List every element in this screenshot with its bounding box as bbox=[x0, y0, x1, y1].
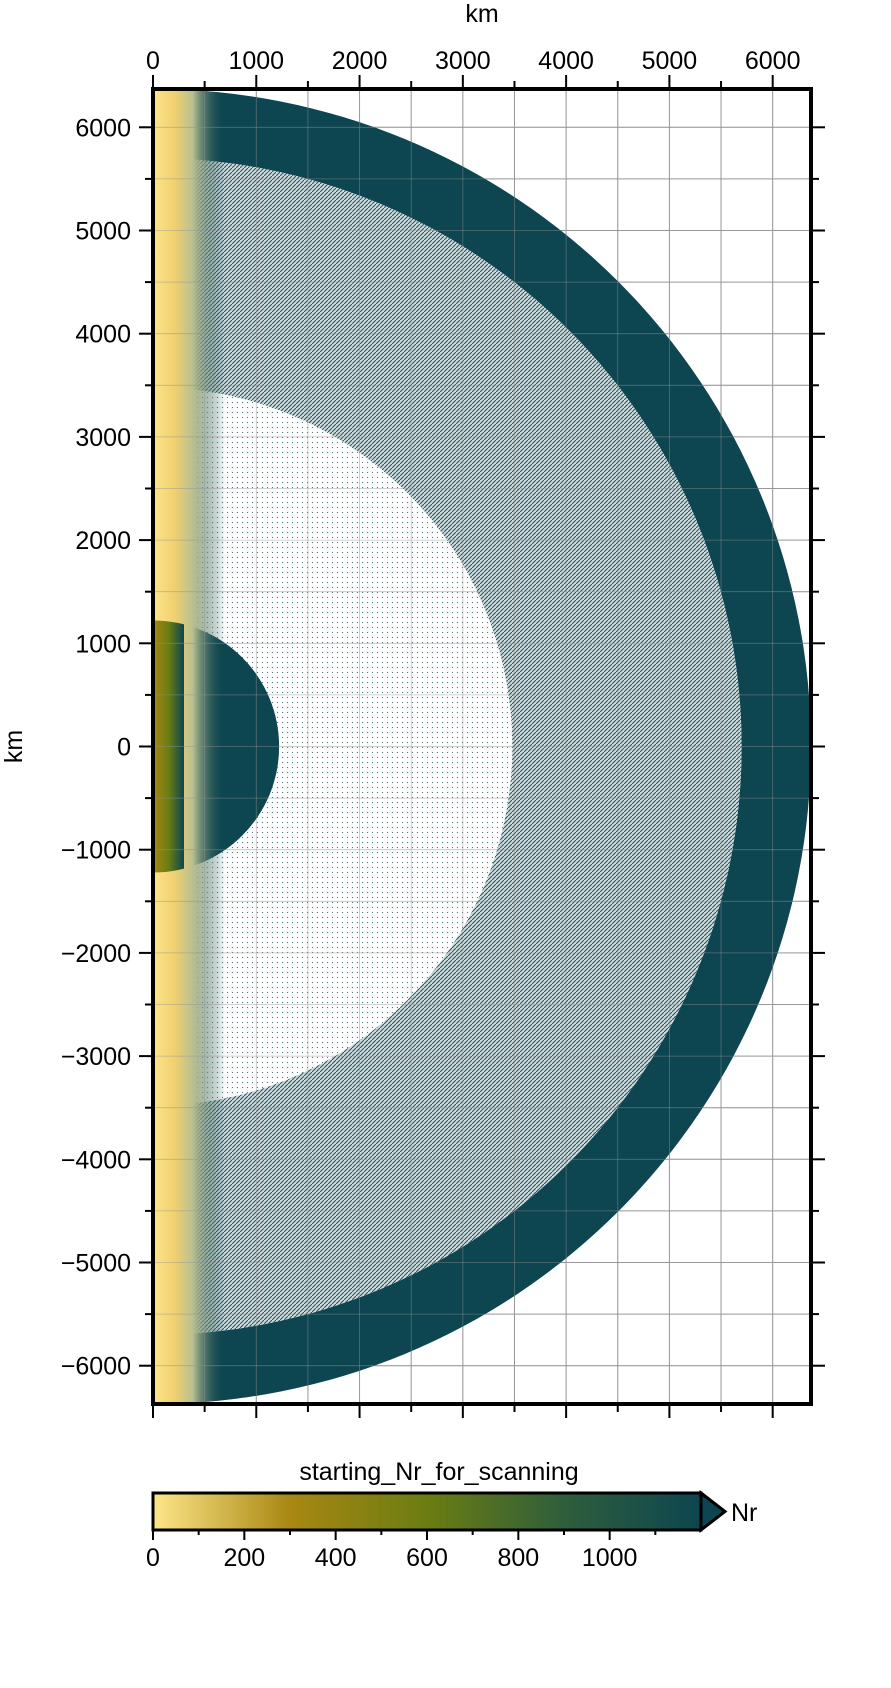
y-tick-label: −2000 bbox=[61, 940, 131, 968]
y-tick-label: 5000 bbox=[75, 217, 131, 245]
y-tick-label: −3000 bbox=[61, 1043, 131, 1071]
y-tick-label: 6000 bbox=[75, 114, 131, 142]
x-axis-label: km bbox=[465, 0, 498, 28]
layer-0 bbox=[153, 89, 811, 1404]
colorbar-extend-arrow bbox=[699, 1489, 728, 1534]
y-tick-label: 0 bbox=[117, 734, 131, 762]
y-tick-label: 3000 bbox=[75, 424, 131, 452]
y-axis-label: km bbox=[0, 730, 28, 763]
colorbar-tick-label: 400 bbox=[315, 1544, 357, 1572]
y-tick-label: −6000 bbox=[61, 1353, 131, 1381]
plot-frame bbox=[151, 87, 813, 1406]
colorbar-tick-label: 1000 bbox=[582, 1544, 638, 1572]
colorbar-tick-label: 600 bbox=[406, 1544, 448, 1572]
x-tick-label: 4000 bbox=[538, 47, 594, 75]
y-tick-label: −1000 bbox=[61, 837, 131, 865]
colorbar-tick-label: 200 bbox=[223, 1544, 265, 1572]
y-tick-label: 4000 bbox=[75, 321, 131, 349]
colorbar-unit: Nr bbox=[731, 1499, 757, 1527]
y-axis-ticks: 6000 5000 4000 3000 2000 1000 0 −1000 −2000 −3000… bbox=[61, 114, 825, 1381]
y-tick-label: −5000 bbox=[61, 1250, 131, 1278]
colorbar-scale bbox=[151, 1491, 703, 1532]
colorbar-tick-label: 800 bbox=[497, 1544, 539, 1572]
y-tick-label: 1000 bbox=[75, 630, 131, 658]
y-tick-label: −4000 bbox=[61, 1146, 131, 1174]
x-tick-label: 0 bbox=[146, 47, 160, 75]
grid-overlay bbox=[153, 89, 811, 1404]
colorbar-label: starting_Nr_for_scanning bbox=[299, 1458, 578, 1486]
x-tick-label: 2000 bbox=[332, 47, 388, 75]
x-tick-label: 5000 bbox=[642, 47, 698, 75]
colorbar-tick-label: 0 bbox=[146, 1544, 160, 1572]
x-axis-ticks: 0 1000 2000 3000 4000 5000 6000 bbox=[146, 47, 800, 1418]
y-tick-label: 2000 bbox=[75, 527, 131, 555]
x-tick-label: 3000 bbox=[435, 47, 491, 75]
colorbar: starting_Nr_for_scanning Nr 0 200 400 600 80… bbox=[146, 1458, 757, 1572]
x-tick-label: 1000 bbox=[228, 47, 284, 75]
colorbar-ticks: 0 200 400 600 800 1000 bbox=[146, 1530, 657, 1572]
x-tick-label: 6000 bbox=[745, 47, 801, 75]
